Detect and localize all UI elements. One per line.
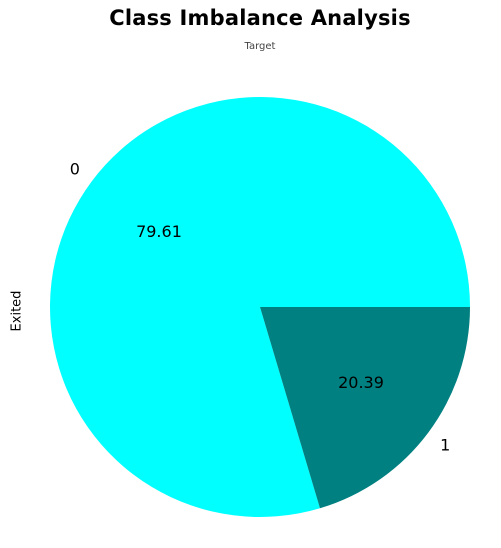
slice-label-0: 0 — [70, 159, 80, 178]
slice-label-1: 1 — [440, 436, 450, 455]
slice-value-label-1: 20.39 — [338, 373, 384, 392]
slice-value-label-0: 79.61 — [136, 222, 182, 241]
